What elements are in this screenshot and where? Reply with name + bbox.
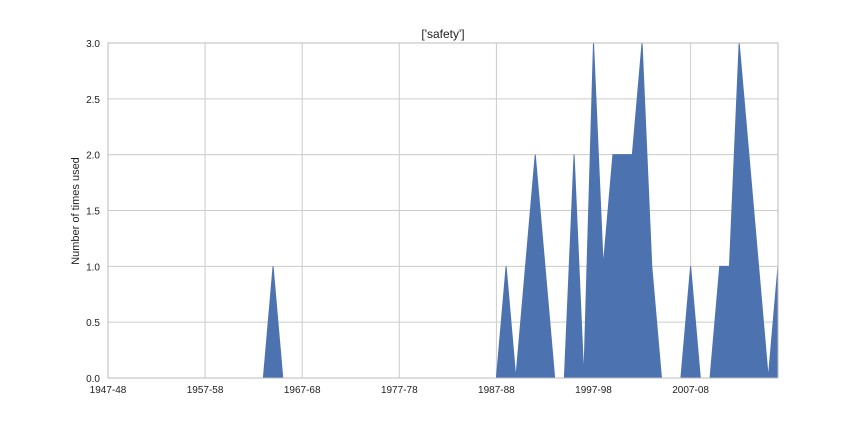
y-tick-label: 1.0 xyxy=(86,262,100,273)
y-tick-label: 2.5 xyxy=(86,95,100,106)
x-tick-label: 2007-08 xyxy=(672,385,709,396)
x-tick-label: 1997-98 xyxy=(575,385,612,396)
y-tick-label: 2.0 xyxy=(86,151,100,162)
y-axis-label: Number of times used xyxy=(70,157,82,265)
x-tick-label: 1957-58 xyxy=(187,385,224,396)
x-tick-label: 1977-78 xyxy=(381,385,418,396)
y-axis-ticks: 0.0 0.5 1.0 1.5 2.0 2.5 3.0 xyxy=(86,39,100,385)
x-tick-label: 1967-68 xyxy=(284,385,321,396)
y-tick-label: 0.0 xyxy=(86,374,100,385)
grid xyxy=(107,42,778,379)
y-tick-label: 3.0 xyxy=(86,39,100,50)
x-axis-ticks: 1947-48 1957-58 1967-68 1977-78 1987-88 1997-… xyxy=(90,385,710,396)
x-tick-label: 1947-48 xyxy=(90,385,127,396)
chart-title: ['safety'] xyxy=(421,27,464,41)
y-tick-label: 0.5 xyxy=(86,318,100,329)
x-tick-label: 1987-88 xyxy=(478,385,515,396)
y-tick-label: 1.5 xyxy=(86,207,100,218)
plot-frame xyxy=(107,42,779,379)
